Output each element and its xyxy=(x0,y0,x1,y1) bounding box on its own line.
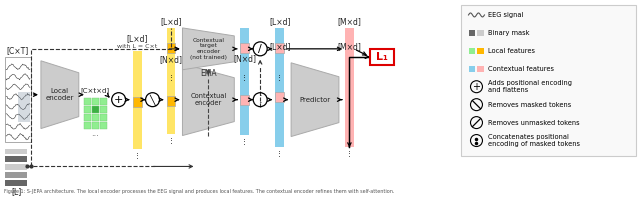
Text: ⋮: ⋮ xyxy=(276,151,283,156)
Bar xyxy=(5,164,27,170)
Text: [L×d]: [L×d] xyxy=(269,42,291,51)
Text: [L]: [L] xyxy=(11,187,21,196)
Text: Contextual
encoder: Contextual encoder xyxy=(190,93,227,106)
Text: Contextual features: Contextual features xyxy=(488,66,554,72)
Text: [C×T]: [C×T] xyxy=(7,46,29,55)
Bar xyxy=(100,106,107,113)
Text: ⋮: ⋮ xyxy=(346,151,353,156)
Text: +: + xyxy=(472,82,481,92)
Text: Concatenates positional
encoding of masked tokens: Concatenates positional encoding of mask… xyxy=(488,134,580,147)
Text: ⋮: ⋮ xyxy=(168,138,175,144)
Bar xyxy=(92,106,99,113)
Text: with L = C×t: with L = C×t xyxy=(117,44,157,49)
Text: Adds positional encoding
and flattens: Adds positional encoding and flattens xyxy=(488,80,572,93)
Bar xyxy=(132,97,141,107)
Text: ⋮: ⋮ xyxy=(168,74,175,80)
Bar xyxy=(468,66,476,72)
Text: ⋮: ⋮ xyxy=(134,152,141,159)
Text: [N×d]: [N×d] xyxy=(159,55,182,64)
Bar xyxy=(477,30,484,36)
Text: [N×d]: [N×d] xyxy=(233,54,256,63)
Bar xyxy=(275,53,284,147)
Text: ⋮: ⋮ xyxy=(241,138,248,145)
Bar xyxy=(132,51,141,149)
Bar xyxy=(5,156,27,163)
Bar xyxy=(345,53,354,147)
Bar xyxy=(477,66,484,72)
Bar xyxy=(240,65,249,135)
Bar xyxy=(345,28,354,70)
Bar xyxy=(166,96,175,106)
Text: Local
encoder: Local encoder xyxy=(45,88,74,101)
Bar xyxy=(275,92,284,102)
Bar xyxy=(84,106,91,113)
Text: +: + xyxy=(114,95,124,105)
Bar xyxy=(477,48,484,54)
Bar xyxy=(468,48,476,54)
Text: EEG signal: EEG signal xyxy=(488,12,524,18)
Bar xyxy=(92,114,99,121)
Text: Predictor: Predictor xyxy=(300,97,331,103)
Bar xyxy=(370,49,394,65)
Bar xyxy=(468,30,476,36)
Bar xyxy=(240,28,249,70)
Bar xyxy=(461,5,636,156)
Text: ╲: ╲ xyxy=(150,94,156,106)
Text: ⁚: ⁚ xyxy=(259,95,262,105)
Bar xyxy=(5,172,27,178)
Bar xyxy=(100,122,107,129)
Text: [L×d]: [L×d] xyxy=(160,17,182,26)
Text: /: / xyxy=(259,44,262,54)
Polygon shape xyxy=(182,28,234,70)
Polygon shape xyxy=(41,61,79,129)
Text: ⋮: ⋮ xyxy=(346,74,353,80)
Text: Removes unmasked tokens: Removes unmasked tokens xyxy=(488,120,580,126)
Text: [L×d]: [L×d] xyxy=(269,17,291,26)
Text: Binary mask: Binary mask xyxy=(488,30,530,36)
Bar xyxy=(92,98,99,105)
Bar xyxy=(100,114,107,121)
Bar xyxy=(275,28,284,70)
Bar xyxy=(84,98,91,105)
Bar xyxy=(240,43,249,53)
Text: ⋮: ⋮ xyxy=(276,74,283,80)
Text: Local features: Local features xyxy=(488,48,536,54)
Text: [M×d]: [M×d] xyxy=(337,42,362,51)
Text: ...: ... xyxy=(91,129,99,138)
Bar xyxy=(240,95,249,105)
Text: Figure 1: S-JEPA architecture. The local encoder processes the EEG signal and pr: Figure 1: S-JEPA architecture. The local… xyxy=(4,189,394,194)
Bar xyxy=(92,122,99,129)
Bar xyxy=(18,92,30,122)
Bar xyxy=(5,180,27,186)
Polygon shape xyxy=(182,64,234,136)
Bar xyxy=(5,57,31,141)
Bar xyxy=(166,28,175,70)
Text: [C×t×d]: [C×t×d] xyxy=(80,87,109,94)
Text: L₁: L₁ xyxy=(376,52,388,62)
Bar xyxy=(166,66,175,134)
Bar xyxy=(5,149,27,154)
Text: [L×d]: [L×d] xyxy=(126,34,148,43)
Bar xyxy=(166,43,175,53)
Bar xyxy=(84,122,91,129)
Bar xyxy=(275,43,284,53)
Text: Removes masked tokens: Removes masked tokens xyxy=(488,102,572,108)
Bar xyxy=(84,114,91,121)
Text: ⋮: ⋮ xyxy=(241,74,248,80)
Text: [M×d]: [M×d] xyxy=(337,17,362,26)
Text: EMA: EMA xyxy=(200,69,217,78)
Text: Contextual
target
encoder
(not trained): Contextual target encoder (not trained) xyxy=(190,38,227,60)
Polygon shape xyxy=(291,63,339,137)
Bar xyxy=(100,98,107,105)
